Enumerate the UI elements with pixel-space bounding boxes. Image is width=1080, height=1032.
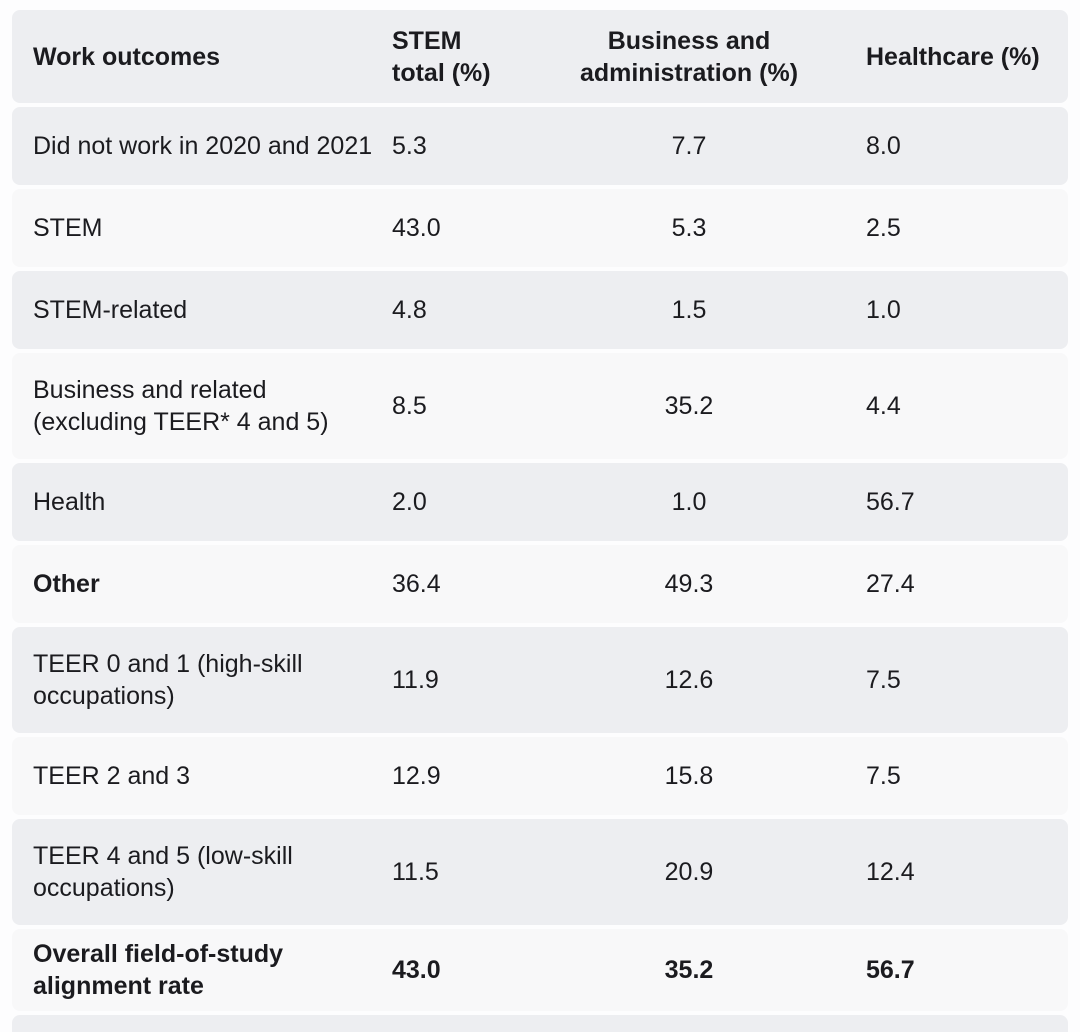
table-row-teer-4-5: TEER 4 and 5 (low-skill occupations) 11.… — [12, 819, 1068, 925]
healthcare-cell: 7.5 — [866, 762, 901, 790]
business-admin-cell: 1.0 — [671, 488, 707, 516]
healthcare-cell: 56.7 — [866, 488, 915, 516]
table-row-other: Other 36.4 49.3 27.4 — [12, 545, 1068, 623]
table-row-business-related: Business and related (excluding TEER* 4 … — [12, 353, 1068, 459]
stem-total-cell: 5.3 — [392, 132, 427, 160]
business-admin-cell: 20.9 — [664, 858, 714, 886]
healthcare-cell: 12.4 — [866, 858, 915, 886]
table-row-teer-2-3: TEER 2 and 3 12.9 15.8 7.5 — [12, 737, 1068, 815]
business-admin-cell: 12.6 — [664, 666, 714, 694]
row-label-cell: TEER 2 and 3 — [33, 762, 191, 790]
row-label-cell: STEM — [33, 214, 103, 242]
business-admin-cell: 7.7 — [671, 132, 707, 160]
table-row-stem-related: STEM-related 4.8 1.5 1.0 — [12, 271, 1068, 349]
row-label-cell: Health — [33, 488, 106, 516]
business-admin-cell: 1.5 — [671, 296, 707, 324]
stem-total-cell: 12.9 — [392, 762, 441, 790]
business-admin-cell: 49.3 — [664, 570, 714, 598]
healthcare-cell: 2.5 — [866, 214, 901, 242]
stem-total-cell: 11.9 — [392, 666, 439, 694]
healthcare-cell: 8.0 — [866, 132, 901, 160]
table-row-teer-0-1: TEER 0 and 1 (high-skill occupations) 11… — [12, 627, 1068, 733]
business-admin-cell: 35.2 — [664, 956, 714, 984]
table-header-row: Work outcomes STEM total (%) Business an… — [12, 10, 1068, 103]
healthcare-cell: 7.5 — [866, 666, 901, 694]
column-header-work-outcomes: Work outcomes — [33, 42, 221, 71]
column-header-stem-total: STEM total (%) — [392, 26, 491, 87]
business-admin-cell: 5.3 — [671, 214, 707, 242]
stem-total-cell: 36.4 — [392, 570, 441, 598]
row-label-cell: Other — [33, 570, 100, 598]
healthcare-cell: 1.0 — [866, 296, 901, 324]
row-label-cell: Business and related (excluding TEER* 4 … — [33, 376, 329, 436]
column-header-healthcare: Healthcare (%) — [866, 42, 1040, 71]
table-row-did-not-work: Did not work in 2020 and 2021 5.3 7.7 8.… — [12, 107, 1068, 185]
stem-total-cell: 43.0 — [392, 214, 441, 242]
row-label-cell: STEM-related — [33, 296, 188, 324]
healthcare-cell: 27.4 — [866, 570, 915, 598]
table-row-stem: STEM 43.0 5.3 2.5 — [12, 189, 1068, 267]
table-row-overall-alignment: Overall field-of-study alignment rate 43… — [12, 929, 1068, 1011]
stem-total-cell: 4.8 — [392, 296, 427, 324]
healthcare-cell: 4.4 — [866, 392, 901, 420]
partial-row-strip — [12, 1015, 1068, 1032]
stem-total-cell: 43.0 — [392, 956, 441, 984]
row-label-cell: Did not work in 2020 and 2021 — [33, 132, 373, 160]
stem-total-cell: 2.0 — [392, 488, 427, 516]
row-label-cell: Overall field-of-study alignment rate — [33, 940, 284, 1000]
row-label-cell: TEER 4 and 5 (low-skill occupations) — [33, 842, 293, 902]
business-admin-cell: 15.8 — [664, 762, 714, 790]
column-header-business-admin: Business and administration (%) — [579, 26, 799, 87]
healthcare-cell: 56.7 — [866, 956, 915, 984]
row-label-cell: TEER 0 and 1 (high-skill occupations) — [33, 650, 303, 710]
stem-total-cell: 11.5 — [392, 858, 439, 886]
stem-total-cell: 8.5 — [392, 392, 427, 420]
table-row-health: Health 2.0 1.0 56.7 — [12, 463, 1068, 541]
business-admin-cell: 35.2 — [664, 392, 714, 420]
